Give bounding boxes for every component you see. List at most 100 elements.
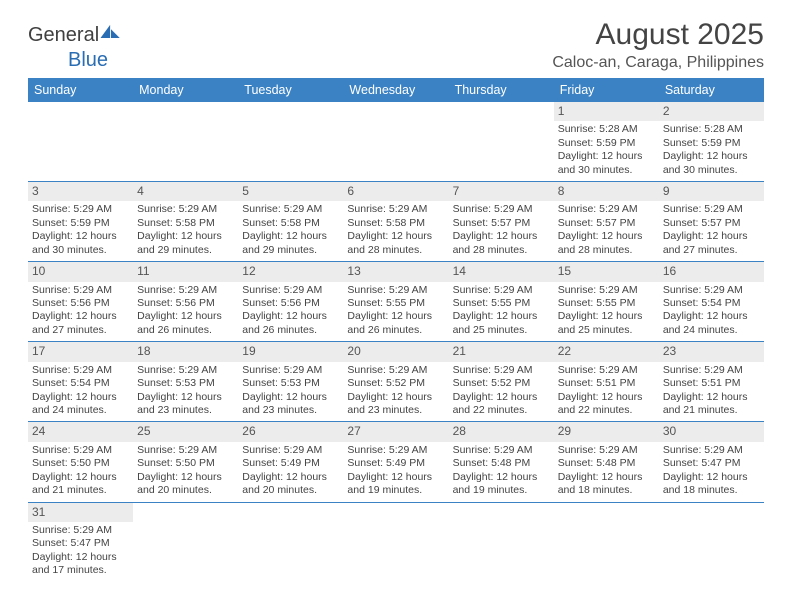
sunrise-line: Sunrise: 5:29 AM bbox=[453, 444, 550, 457]
day-number: 11 bbox=[133, 262, 238, 281]
calendar-cell: 27Sunrise: 5:29 AMSunset: 5:49 PMDayligh… bbox=[343, 422, 448, 502]
sunrise-line: Sunrise: 5:28 AM bbox=[558, 123, 655, 136]
day-number: 17 bbox=[28, 342, 133, 361]
calendar-cell: 19Sunrise: 5:29 AMSunset: 5:53 PMDayligh… bbox=[238, 342, 343, 422]
day-number: 2 bbox=[659, 102, 764, 121]
day-number: 19 bbox=[238, 342, 343, 361]
sunset-line: Sunset: 5:57 PM bbox=[558, 217, 655, 230]
daylight-line: Daylight: 12 hours and 23 minutes. bbox=[242, 391, 339, 418]
sunset-line: Sunset: 5:52 PM bbox=[453, 377, 550, 390]
daylight-line: Daylight: 12 hours and 26 minutes. bbox=[137, 310, 234, 337]
calendar-cell: 22 Sunrise: 5:29 AMSunset: 5:51 PMDayligh… bbox=[554, 342, 659, 422]
sunrise-line: Sunrise: 5:29 AM bbox=[32, 284, 129, 297]
sunset-line: Sunset: 5:48 PM bbox=[558, 457, 655, 470]
sunrise-line: Sunrise: 5:29 AM bbox=[137, 203, 234, 216]
sunset-line: Sunset: 5:58 PM bbox=[137, 217, 234, 230]
day-number: 28 bbox=[449, 422, 554, 441]
sunrise-line: Sunrise: 5:29 AM bbox=[558, 444, 655, 457]
daylight-line: Daylight: 12 hours and 23 minutes. bbox=[347, 391, 444, 418]
header: GeneralBlue August 2025 Caloc-an, Caraga… bbox=[28, 18, 764, 72]
sunrise-line: Sunrise: 5:29 AM bbox=[32, 364, 129, 377]
sunrise-line: Sunrise: 5:29 AM bbox=[453, 284, 550, 297]
day-header: Friday bbox=[554, 78, 659, 102]
sunrise-line: Sunrise: 5:29 AM bbox=[453, 203, 550, 216]
sunrise-line: Sunrise: 5:29 AM bbox=[663, 284, 760, 297]
sunset-line: Sunset: 5:56 PM bbox=[242, 297, 339, 310]
day-number: 7 bbox=[449, 182, 554, 201]
sunset-line: Sunset: 5:55 PM bbox=[558, 297, 655, 310]
sunset-line: Sunset: 5:57 PM bbox=[663, 217, 760, 230]
sunset-line: Sunset: 5:50 PM bbox=[32, 457, 129, 470]
day-number: 8 bbox=[554, 182, 659, 201]
calendar-body: 1Sunrise: 5:28 AMSunset: 5:59 PMDaylight… bbox=[28, 102, 764, 582]
sunrise-line: Sunrise: 5:29 AM bbox=[137, 444, 234, 457]
sunrise-line: Sunrise: 5:29 AM bbox=[137, 284, 234, 297]
calendar-cell bbox=[343, 502, 448, 582]
day-header: Thursday bbox=[449, 78, 554, 102]
daylight-line: Daylight: 12 hours and 26 minutes. bbox=[347, 310, 444, 337]
calendar-cell: 26Sunrise: 5:29 AMSunset: 5:49 PMDayligh… bbox=[238, 422, 343, 502]
title-block: August 2025 Caloc-an, Caraga, Philippine… bbox=[552, 18, 764, 72]
calendar-cell: 21Sunrise: 5:29 AMSunset: 5:52 PMDayligh… bbox=[449, 342, 554, 422]
daylight-line: Daylight: 12 hours and 30 minutes. bbox=[558, 150, 655, 177]
calendar-cell: 8Sunrise: 5:29 AMSunset: 5:57 PMDaylight… bbox=[554, 182, 659, 262]
day-number: 1 bbox=[554, 102, 659, 121]
calendar-cell: 11Sunrise: 5:29 AMSunset: 5:56 PMDayligh… bbox=[133, 262, 238, 342]
daylight-line: Daylight: 12 hours and 19 minutes. bbox=[347, 471, 444, 498]
sunset-line: Sunset: 5:50 PM bbox=[137, 457, 234, 470]
calendar-cell: 20Sunrise: 5:29 AMSunset: 5:52 PMDayligh… bbox=[343, 342, 448, 422]
day-number: 30 bbox=[659, 422, 764, 441]
day-number: 13 bbox=[343, 262, 448, 281]
sunset-line: Sunset: 5:59 PM bbox=[663, 137, 760, 150]
calendar-cell: 6Sunrise: 5:29 AMSunset: 5:58 PMDaylight… bbox=[343, 182, 448, 262]
calendar-cell: 5Sunrise: 5:29 AMSunset: 5:58 PMDaylight… bbox=[238, 182, 343, 262]
sunset-line: Sunset: 5:51 PM bbox=[558, 377, 655, 390]
daylight-line: Daylight: 12 hours and 22 minutes. bbox=[453, 391, 550, 418]
sunset-line: Sunset: 5:55 PM bbox=[347, 297, 444, 310]
day-number: 29 bbox=[554, 422, 659, 441]
sunrise-line: Sunrise: 5:29 AM bbox=[242, 203, 339, 216]
day-number: 6 bbox=[343, 182, 448, 201]
calendar-cell: 24Sunrise: 5:29 AMSunset: 5:50 PMDayligh… bbox=[28, 422, 133, 502]
calendar-cell: 17Sunrise: 5:29 AMSunset: 5:54 PMDayligh… bbox=[28, 342, 133, 422]
daylight-line: Daylight: 12 hours and 27 minutes. bbox=[663, 230, 760, 257]
sunset-line: Sunset: 5:55 PM bbox=[453, 297, 550, 310]
calendar-cell: 4Sunrise: 5:29 AMSunset: 5:58 PMDaylight… bbox=[133, 182, 238, 262]
daylight-line: Daylight: 12 hours and 22 minutes. bbox=[558, 391, 655, 418]
day-number: 9 bbox=[659, 182, 764, 201]
sunrise-line: Sunrise: 5:29 AM bbox=[137, 364, 234, 377]
calendar-cell: 13 Sunrise: 5:29 AMSunset: 5:55 PMDayligh… bbox=[343, 262, 448, 342]
day-header: Monday bbox=[133, 78, 238, 102]
calendar-cell: 9 Sunrise: 5:29 AMSunset: 5:57 PMDaylight… bbox=[659, 182, 764, 262]
calendar-cell bbox=[28, 102, 133, 182]
sunset-line: Sunset: 5:59 PM bbox=[558, 137, 655, 150]
sunset-line: Sunset: 5:56 PM bbox=[32, 297, 129, 310]
sunrise-line: Sunrise: 5:29 AM bbox=[663, 203, 760, 216]
sunset-line: Sunset: 5:57 PM bbox=[453, 217, 550, 230]
sunrise-line: Sunrise: 5:29 AM bbox=[663, 364, 760, 377]
sunrise-line: Sunrise: 5:29 AM bbox=[558, 284, 655, 297]
daylight-line: Daylight: 12 hours and 18 minutes. bbox=[663, 471, 760, 498]
sunrise-line: Sunrise: 5:29 AM bbox=[242, 284, 339, 297]
day-number: 5 bbox=[238, 182, 343, 201]
sunset-line: Sunset: 5:52 PM bbox=[347, 377, 444, 390]
day-number: 3 bbox=[28, 182, 133, 201]
daylight-line: Daylight: 12 hours and 30 minutes. bbox=[32, 230, 129, 257]
calendar-cell: 16Sunrise: 5:29 AMSunset: 5:54 PMDayligh… bbox=[659, 262, 764, 342]
daylight-line: Daylight: 12 hours and 18 minutes. bbox=[558, 471, 655, 498]
day-number: 14 bbox=[449, 262, 554, 281]
day-number: 26 bbox=[238, 422, 343, 441]
sunrise-line: Sunrise: 5:29 AM bbox=[558, 364, 655, 377]
daylight-line: Daylight: 12 hours and 29 minutes. bbox=[137, 230, 234, 257]
sunrise-line: Sunrise: 5:29 AM bbox=[32, 524, 129, 537]
sunrise-line: Sunrise: 5:29 AM bbox=[347, 364, 444, 377]
day-number: 22 bbox=[554, 342, 659, 361]
calendar-cell: 12Sunrise: 5:29 AMSunset: 5:56 PMDayligh… bbox=[238, 262, 343, 342]
daylight-line: Daylight: 12 hours and 29 minutes. bbox=[242, 230, 339, 257]
sunrise-line: Sunrise: 5:29 AM bbox=[347, 284, 444, 297]
daylight-line: Daylight: 12 hours and 25 minutes. bbox=[558, 310, 655, 337]
calendar-cell: 14Sunrise: 5:29 AMSunset: 5:55 PMDayligh… bbox=[449, 262, 554, 342]
sunrise-line: Sunrise: 5:29 AM bbox=[558, 203, 655, 216]
calendar-cell bbox=[133, 102, 238, 182]
day-number: 10 bbox=[28, 262, 133, 281]
